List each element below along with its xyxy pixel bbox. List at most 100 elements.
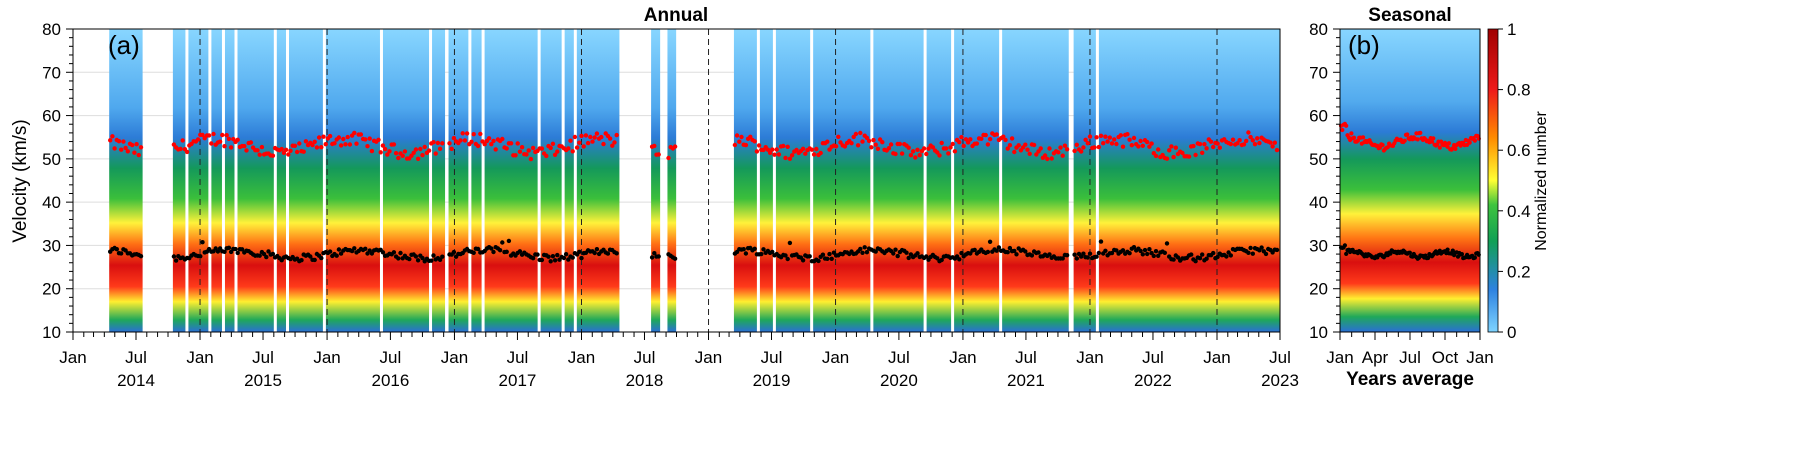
annual-red-point — [1147, 144, 1152, 149]
annual-black-point — [119, 251, 124, 256]
annual-red-point — [921, 146, 927, 151]
annual-black-point — [222, 249, 227, 254]
annual-black-point — [906, 255, 911, 261]
colorbar-tick-label: 0.2 — [1507, 262, 1531, 281]
annual-red-point — [1248, 134, 1253, 140]
annual-red-point — [226, 136, 232, 142]
seasonal-x-tick-label: Jan — [1326, 348, 1353, 367]
annual-red-point — [924, 151, 929, 157]
annual-black-point — [451, 249, 457, 255]
annual-red-point — [242, 143, 247, 149]
annual-black-point — [1023, 249, 1028, 254]
annual-data-gap — [1095, 29, 1099, 332]
annual-red-point — [1038, 146, 1043, 151]
annual-red-point — [418, 146, 423, 152]
annual-black-point — [1156, 253, 1161, 258]
annual-y-tick-label: 10 — [42, 323, 61, 342]
annual-red-point — [979, 136, 984, 141]
annual-red-point — [917, 153, 922, 158]
annual-red-point — [464, 131, 470, 136]
annual-red-point — [297, 141, 302, 146]
annual-red-point — [849, 141, 854, 146]
annual-black-point — [1193, 259, 1198, 264]
annual-red-point — [656, 152, 661, 157]
annual-red-point — [1016, 143, 1021, 148]
annual-black-point — [506, 238, 512, 244]
annual-red-point — [1140, 143, 1146, 148]
seasonal-black-series — [1338, 243, 1481, 261]
annual-year-labels: 2014 2015 2016 2017 2018 2019 2020 2021 2022 2023 — [117, 371, 1299, 390]
annual-red-point — [1197, 141, 1203, 147]
annual-red-point — [1268, 140, 1273, 145]
annual-red-point — [601, 141, 606, 147]
annual-red-point — [987, 136, 993, 142]
annual-red-point — [180, 138, 185, 143]
annual-red-point — [858, 130, 863, 136]
annual-red-point — [1193, 152, 1198, 158]
annual-black-point — [996, 245, 1002, 250]
annual-black-point — [327, 249, 333, 254]
annual-red-point — [1087, 134, 1093, 139]
annual-black-point — [873, 249, 878, 254]
annual-data-gap — [870, 29, 874, 332]
annual-x-tick-label: Jul — [1142, 348, 1164, 367]
annual-red-point — [866, 138, 872, 144]
annual-red-point — [1252, 142, 1258, 147]
annual-black-point — [336, 247, 342, 252]
annual-black-point — [1248, 245, 1253, 251]
annual-red-point — [1096, 144, 1102, 150]
annual-x-tick-label: Jan — [313, 348, 340, 367]
annual-red-point — [433, 151, 438, 156]
annual-red-point — [1204, 146, 1209, 151]
seasonal-panel: 10 20 30 40 50 60 70 80 Jan Apr Jul Oct Jan (b) Sea… — [1309, 5, 1494, 390]
annual-black-point — [939, 257, 944, 263]
annual-red-point — [1235, 141, 1240, 146]
annual-red-point — [588, 134, 593, 140]
annual-red-point — [314, 145, 320, 150]
annual-red-point — [1047, 146, 1052, 151]
annual-red-point — [539, 146, 545, 151]
annual-red-point — [376, 137, 381, 142]
annual-red-point — [1001, 134, 1006, 139]
annual-heatmap-segment — [733, 29, 1069, 332]
annual-red-point — [842, 144, 848, 149]
annual-red-point — [548, 145, 553, 151]
annual-black-point — [895, 253, 900, 259]
annual-red-point — [585, 140, 591, 146]
annual-black-point — [491, 249, 496, 255]
annual-red-point — [528, 156, 534, 162]
annual-red-point — [491, 138, 496, 144]
annual-year-label: 2021 — [1007, 371, 1045, 390]
annual-x-tick-label: Jan — [441, 348, 468, 367]
annual-red-point — [382, 146, 388, 152]
y-axis-label: Velocity (km/s) — [10, 119, 31, 243]
annual-red-point — [1045, 156, 1050, 162]
colorbar: 0 0.2 0.4 0.6 0.8 1 Normalized number — [1487, 20, 1550, 342]
annual-black-point — [1081, 251, 1086, 256]
annual-red-point — [1079, 149, 1084, 154]
annual-black-point — [1109, 250, 1115, 256]
annual-black-point — [1085, 255, 1091, 260]
annual-black-point — [535, 252, 540, 257]
seasonal-black-point — [1426, 255, 1431, 261]
annual-black-point — [363, 246, 368, 251]
annual-red-point — [224, 133, 229, 138]
annual-red-point — [594, 131, 600, 136]
annual-red-point — [752, 139, 757, 144]
annual-red-point — [1129, 143, 1135, 148]
annual-red-point — [765, 147, 771, 152]
annual-red-point — [435, 140, 441, 146]
annual-red-point — [1217, 145, 1223, 150]
annual-heatmap-segment — [448, 29, 620, 332]
annual-red-point — [504, 146, 509, 151]
annual-black-point — [915, 251, 920, 256]
annual-red-point — [206, 133, 212, 138]
annual-red-point — [781, 143, 786, 149]
annual-red-point — [1208, 139, 1214, 144]
annual-red-point — [112, 146, 117, 151]
annual-red-point — [1145, 139, 1150, 145]
annual-red-point — [1085, 141, 1091, 146]
annual-year-boundaries — [199, 29, 1218, 332]
annual-red-point — [1211, 144, 1216, 150]
annual-x-tick-label: Jul — [507, 348, 529, 367]
